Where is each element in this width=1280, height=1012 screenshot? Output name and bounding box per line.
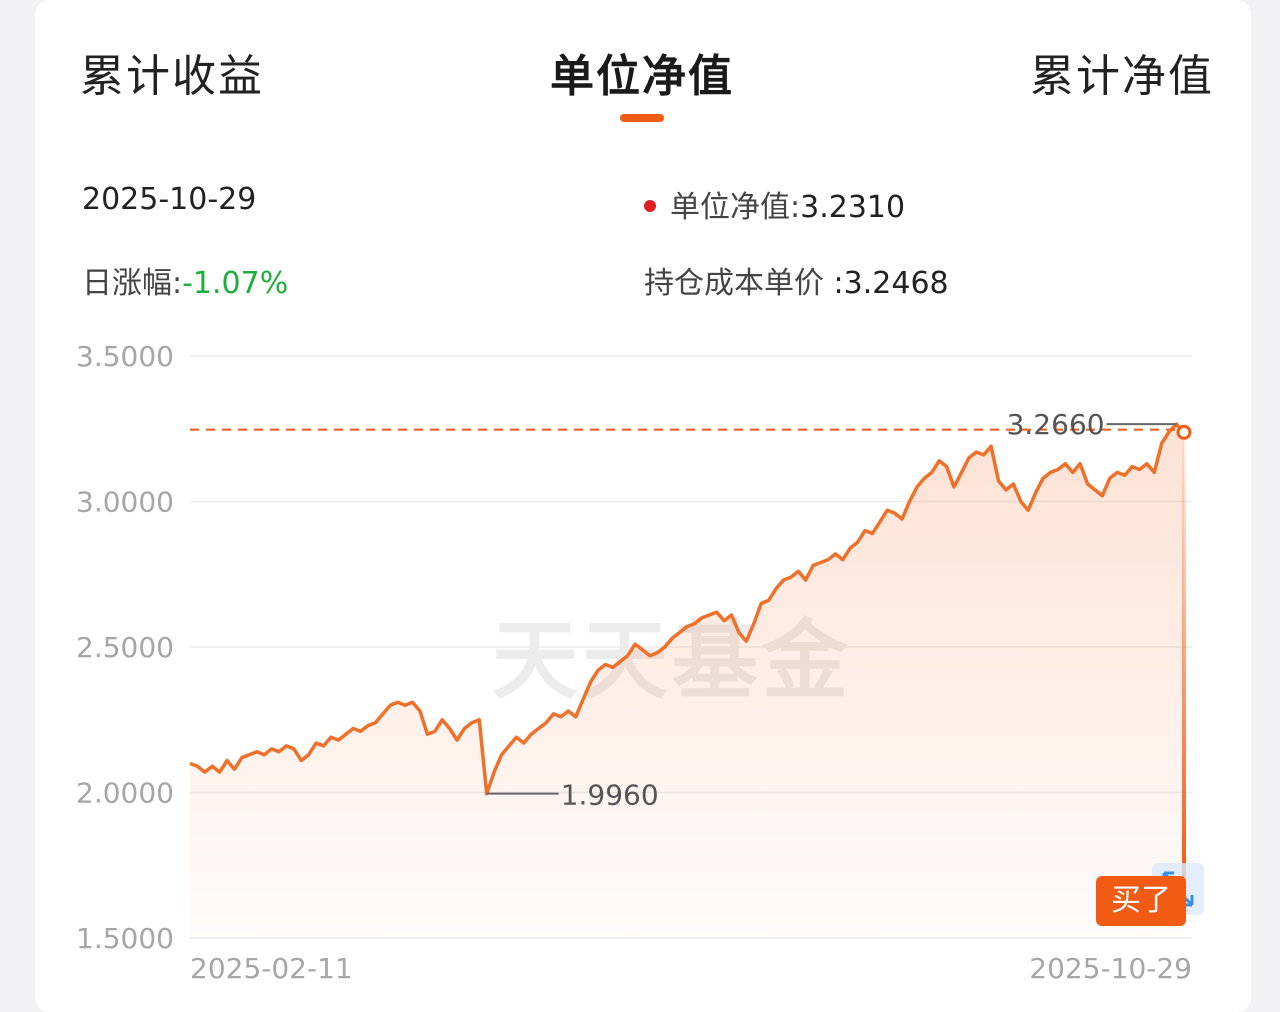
nav-series-line: [189, 422, 1186, 796]
tab-cumulative-nav[interactable]: 累计净值: [1030, 51, 1214, 102]
selected-date: 2025-10-29: [82, 182, 257, 217]
chart-plot-area: 1.9960 3.2660: [189, 408, 1192, 939]
y-tick-label: 2.0000: [76, 777, 174, 810]
y-tick-label: 1.5000: [76, 922, 174, 955]
cost-price-label: 持仓成本单价: [644, 266, 824, 301]
daily-change-value: -1.07%: [182, 266, 289, 301]
cost-price: 持仓成本单价 :3.2468: [644, 258, 949, 302]
max-value-label: 3.2660: [1007, 408, 1105, 441]
nav-label: 单位净值:: [670, 190, 801, 225]
buy-marker-badge[interactable]: 买了: [1096, 876, 1186, 926]
min-value-label: 1.9960: [561, 779, 659, 812]
tab-unit-nav[interactable]: 单位净值: [550, 51, 734, 102]
chart-grid: 3.5000 3.0000 2.5000 2.0000 1.5000 2025-02-11…: [76, 340, 1192, 985]
buy-marker-stem: [1182, 429, 1186, 880]
tab-cumulative-return[interactable]: 累计收益: [80, 51, 264, 102]
daily-change: 日涨幅:-1.07%: [82, 258, 288, 302]
y-tick-label: 3.0000: [76, 486, 174, 519]
active-tab-indicator: [620, 114, 664, 122]
nav-readout: 单位净值:3.2310: [644, 182, 905, 226]
nav-area-fill: [190, 424, 1184, 939]
y-tick-label: 3.5000: [76, 340, 174, 373]
latest-point-marker: [1176, 424, 1192, 440]
cost-price-value: :3.2468: [833, 266, 949, 301]
x-tick-label-start: 2025-02-11: [190, 952, 353, 985]
nav-value: 3.2310: [800, 190, 906, 225]
y-tick-label: 2.5000: [76, 631, 174, 664]
nav-marker-dot-icon: [644, 199, 656, 212]
x-tick-label-end: 2025-10-29: [1029, 952, 1192, 985]
daily-change-label: 日涨幅:: [82, 266, 183, 301]
